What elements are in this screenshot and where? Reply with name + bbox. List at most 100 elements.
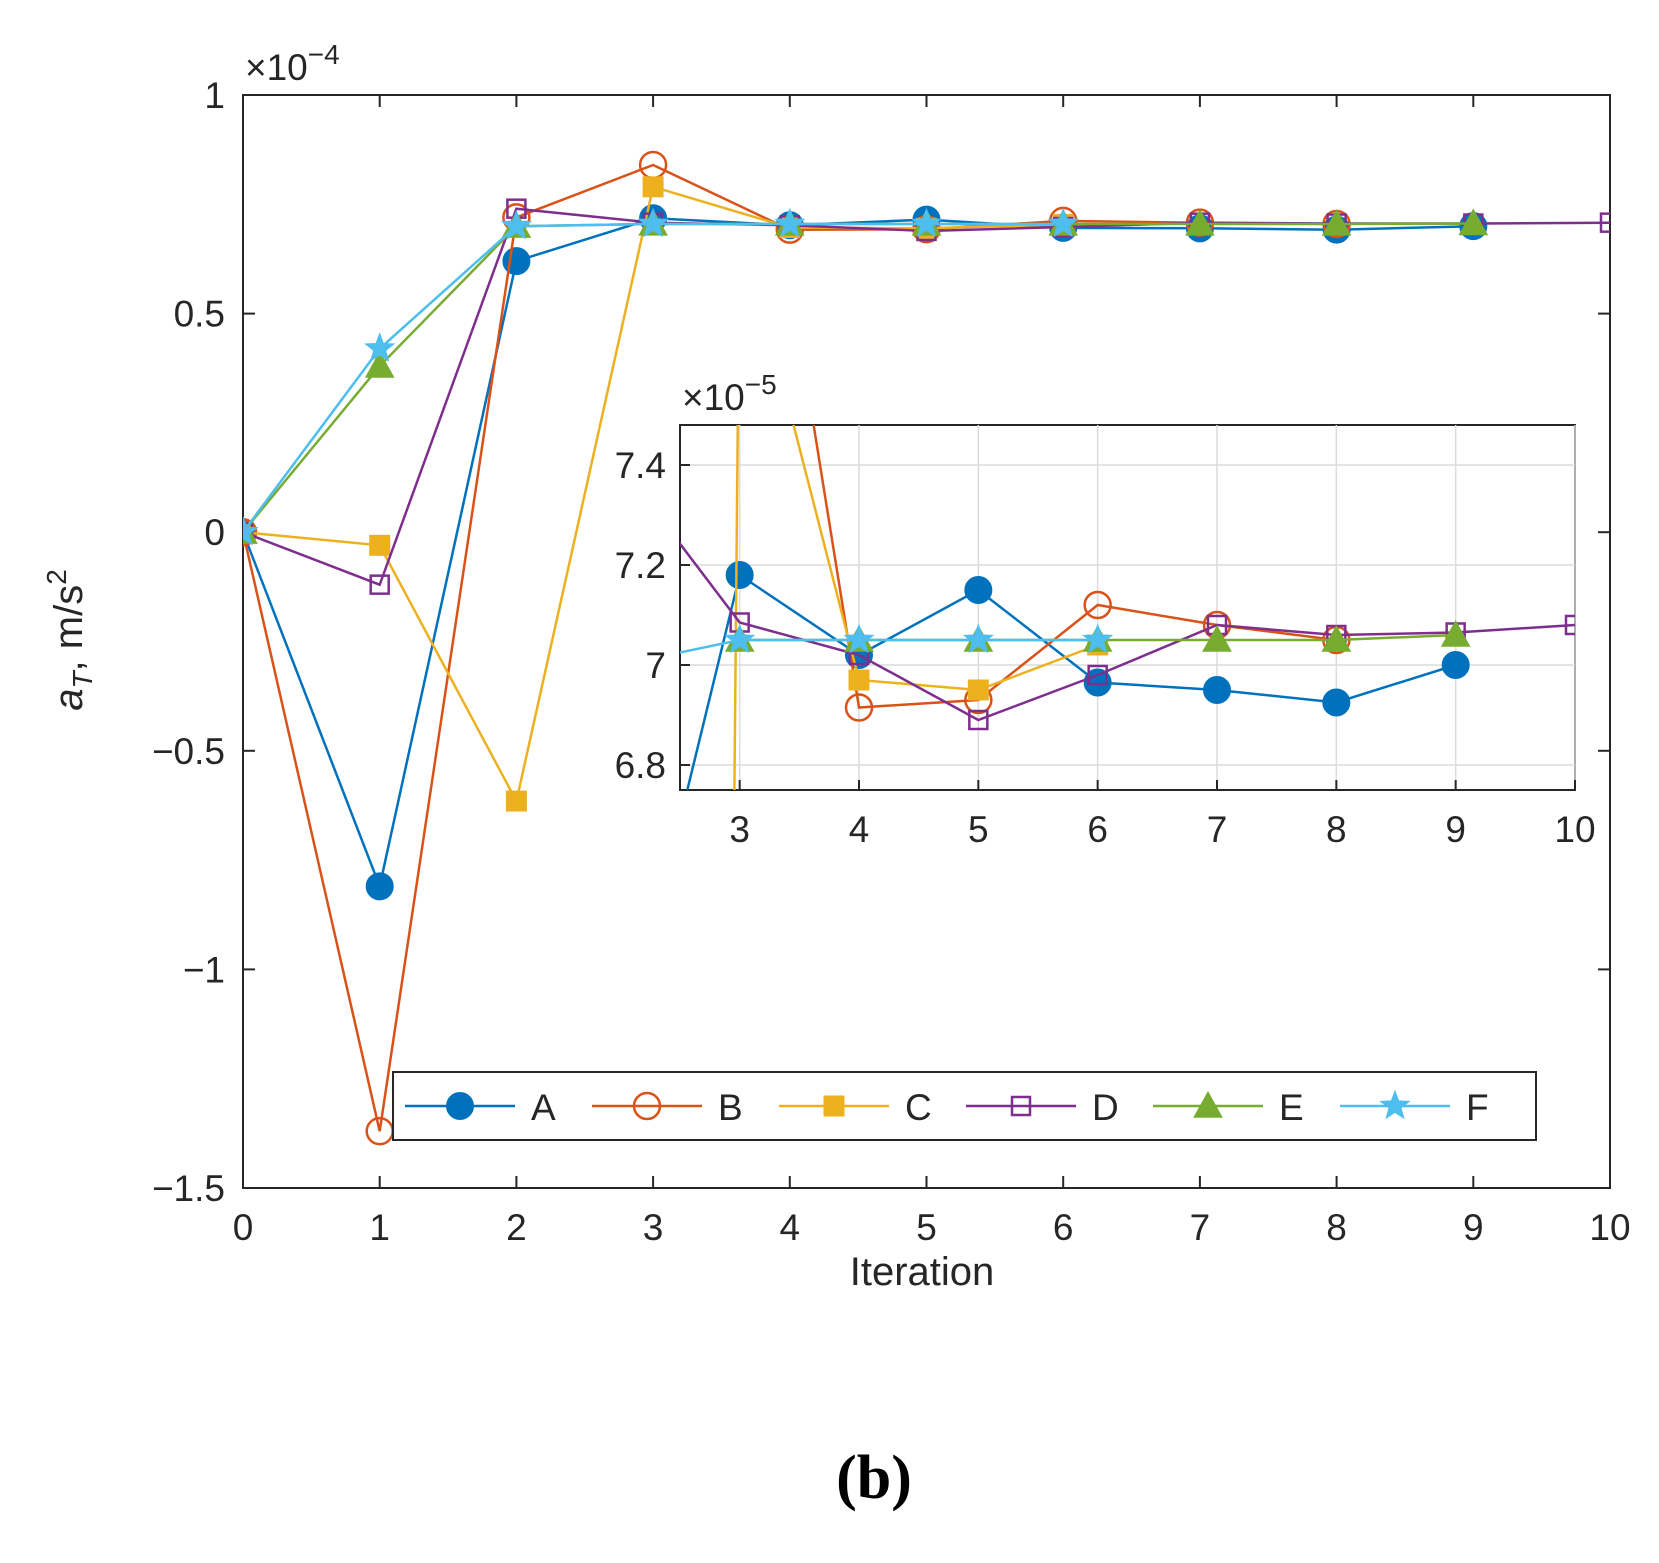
legend-marker	[1010, 1095, 1032, 1117]
inset-x-tick-label: 7	[1207, 809, 1228, 850]
inset-y-exponent: ×10−5	[682, 369, 777, 418]
inset-series-F	[680, 623, 1114, 654]
inset-data-point-A	[1322, 688, 1351, 717]
data-point-E	[1458, 208, 1489, 236]
inset-x-tick-label: 5	[968, 809, 989, 850]
data-point-E	[364, 351, 395, 378]
inset-x-tick-label: 10	[1554, 809, 1595, 850]
inset-data-point-C	[848, 669, 870, 691]
main-y-exponent: ×10−4	[245, 39, 340, 88]
inset-x-tick-label: 8	[1326, 809, 1347, 850]
inset-data-point-D	[968, 709, 989, 731]
legend-label: F	[1466, 1087, 1489, 1128]
main-series	[243, 150, 1610, 1146]
inset-data-point-B	[1083, 590, 1112, 620]
series-line-A	[243, 217, 1474, 891]
y-tick-label: −1.5	[152, 1168, 225, 1209]
y-tick-label: 0	[204, 512, 225, 553]
data-point-C	[642, 176, 664, 198]
data-point-E	[1321, 208, 1352, 236]
inset-y-tick-label: 6.8	[615, 745, 666, 786]
inset-data-point-E	[1321, 624, 1352, 652]
inset-data-point-D	[1564, 614, 1575, 636]
legend: A B C D E F	[405, 1087, 1489, 1128]
inset-series-line-A	[686, 572, 1457, 790]
inset-data-point-C	[967, 679, 989, 701]
inset-y-tick-label: 7	[645, 645, 666, 686]
legend-item-E: E	[1153, 1087, 1304, 1128]
data-point-F	[774, 207, 806, 238]
y-tick-label: −0.5	[152, 731, 225, 772]
x-tick-label: 3	[643, 1207, 664, 1248]
inset-x-tick-label: 6	[1087, 809, 1108, 850]
inset-data-point-F	[843, 623, 875, 654]
inset-data-point-E	[1202, 624, 1232, 652]
y-tick-label: 0.5	[174, 294, 225, 335]
inset-x-tick-label: 9	[1445, 809, 1466, 850]
data-point-F	[1047, 207, 1079, 238]
legend-marker	[446, 1092, 474, 1120]
data-point-D	[369, 574, 390, 595]
x-tick-label: 9	[1463, 1207, 1484, 1248]
legend-item-F: F	[1340, 1087, 1489, 1128]
legend-item-D: D	[966, 1087, 1119, 1128]
x-tick-label: 6	[1053, 1207, 1074, 1248]
x-tick-label: 4	[780, 1207, 801, 1248]
inset-y-tick-label: 7.2	[615, 545, 666, 586]
inset-data-point-A	[725, 561, 754, 589]
data-point-F	[910, 207, 943, 238]
data-point-C	[505, 790, 527, 812]
x-tick-label: 0	[233, 1207, 254, 1248]
inset-x-tick-label: 3	[729, 809, 750, 850]
x-tick-label: 2	[506, 1207, 527, 1248]
legend-marker	[823, 1095, 845, 1117]
legend-item-A: A	[405, 1087, 556, 1128]
inset-y-tick-label: 7.4	[615, 445, 666, 486]
legend-marker	[1193, 1090, 1223, 1118]
data-point-F	[500, 209, 533, 240]
inset-series-D	[680, 541, 1575, 731]
y-axis-label: aT, m/s2	[41, 569, 98, 711]
inset-data-point-A	[1441, 651, 1470, 679]
main-ticks: 0 1 2 3 4 5 6 7 8 9 10 1 0.5 0 −0.5 −1 −1.5	[152, 75, 1631, 1248]
data-point-A	[365, 872, 394, 901]
panel-label: (b)	[836, 1444, 912, 1512]
y-tick-label: 1	[204, 75, 225, 116]
series-F	[243, 207, 1079, 546]
inset-series	[680, 425, 1575, 790]
inset-data-point-F	[1082, 623, 1114, 654]
inset-data-point-E	[1440, 619, 1471, 647]
inset-ticks: 3 4 5 6 7 8 9 10 7.4 7.2 7 6.8	[615, 445, 1596, 850]
data-point-D	[1599, 212, 1610, 233]
legend-label: C	[905, 1087, 932, 1128]
legend-marker	[1379, 1089, 1411, 1120]
data-point-F	[364, 332, 396, 362]
legend-label: D	[1092, 1087, 1119, 1128]
legend-label: B	[718, 1087, 743, 1128]
inset-data-point-B	[844, 693, 874, 722]
inset-series-line-C	[733, 425, 1099, 790]
data-point-F	[243, 515, 259, 546]
inset-data-point-A	[1083, 668, 1112, 697]
legend-label: E	[1279, 1087, 1304, 1128]
inset-data-point-F	[962, 623, 994, 654]
y-tick-label: −1	[183, 949, 225, 990]
legend-label: A	[531, 1087, 556, 1128]
x-tick-label: 7	[1190, 1207, 1211, 1248]
inset-data-point-D	[1087, 664, 1108, 686]
data-point-E	[1185, 208, 1215, 236]
legend-item-B: B	[592, 1087, 743, 1128]
legend-marker	[632, 1091, 662, 1121]
inset-plot-area	[679, 424, 1576, 791]
inset-data-point-A	[964, 576, 993, 604]
inset-data-point-A	[1203, 676, 1231, 704]
legend-item-C: C	[779, 1087, 932, 1128]
x-tick-label: 1	[369, 1207, 390, 1248]
x-tick-label: 5	[916, 1207, 937, 1248]
data-point-F	[637, 207, 669, 238]
x-axis-label: Iteration	[850, 1250, 995, 1294]
inset-x-tick-label: 4	[849, 809, 870, 850]
x-tick-label: 10	[1589, 1207, 1630, 1248]
inset-data-point-F	[724, 623, 756, 654]
